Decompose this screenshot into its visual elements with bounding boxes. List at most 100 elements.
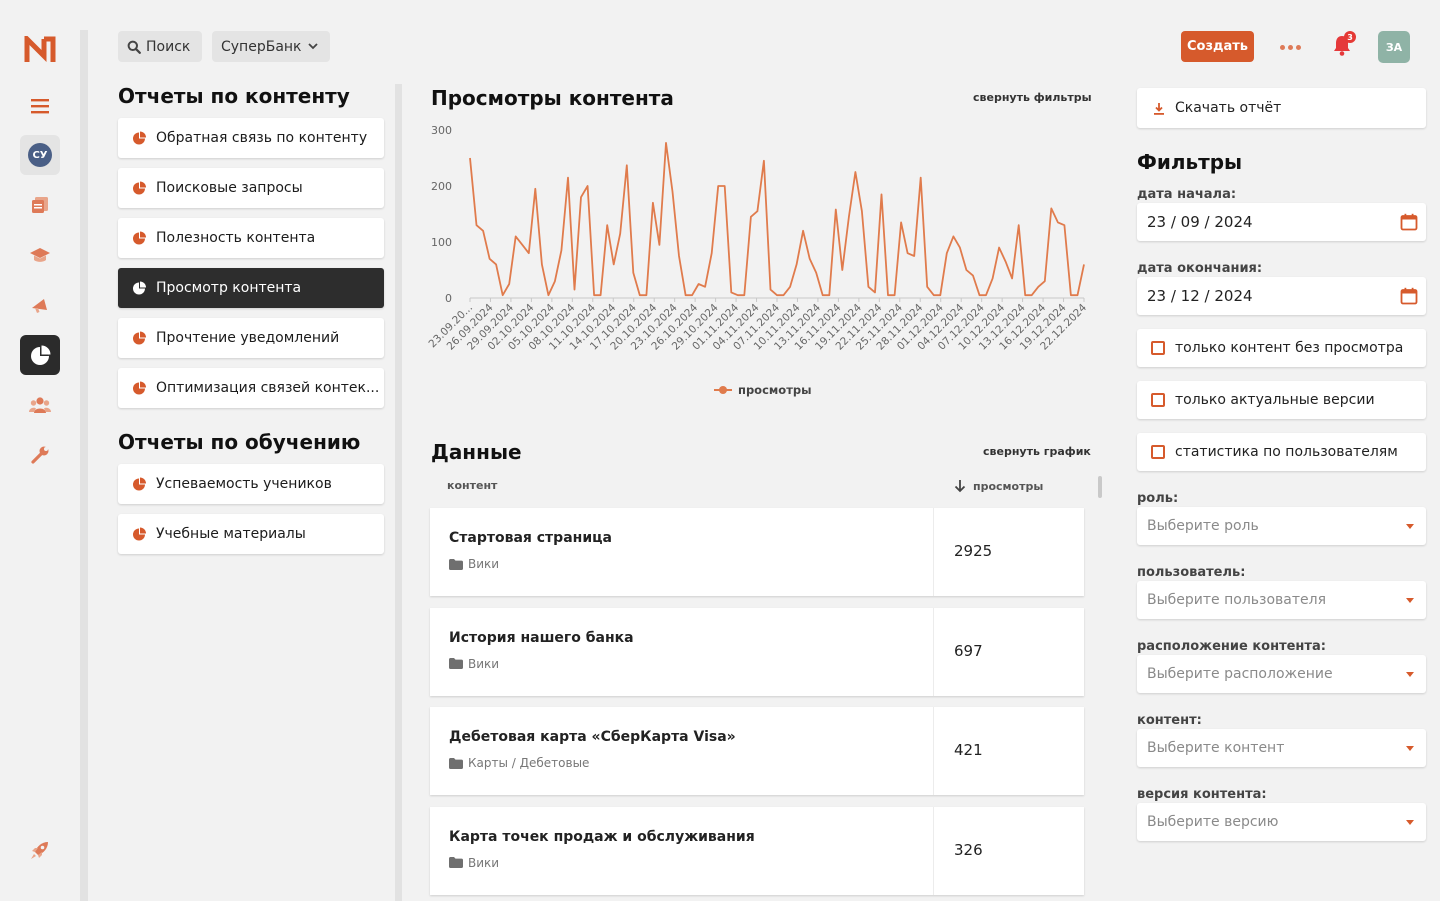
download-report-button[interactable]: Скачать отчёт [1137, 88, 1426, 128]
content-report-item[interactable]: Обратная связь по контенту [118, 118, 384, 158]
content-title[interactable]: Дебетовая карта «СберКарта Visa» [449, 729, 736, 745]
table-row[interactable]: Карта точек продаж и обслуживания Вики 326 [430, 806, 1084, 895]
calendar-icon[interactable] [1400, 213, 1418, 231]
role-label: роль: [1137, 491, 1179, 506]
search-label: Поиск [146, 38, 191, 55]
pie-chart-icon [133, 231, 146, 245]
content-location-label: Вики [468, 855, 500, 870]
megaphone-icon[interactable] [20, 285, 60, 325]
app-logo-icon[interactable] [24, 36, 56, 64]
content-location: Карты / Дебетовые [449, 756, 589, 770]
user-select[interactable]: Выберите пользователя [1137, 581, 1426, 619]
data-section-title: Данные [431, 440, 522, 464]
start-date-input[interactable]: 23 / 09 / 2024 [1137, 203, 1426, 241]
content-title[interactable]: Карта точек продаж и обслуживания [449, 828, 755, 845]
chevron-down-icon [307, 43, 318, 50]
table-row[interactable]: История нашего банка Вики 697 [430, 607, 1084, 696]
table-row[interactable]: Дебетовая карта «СберКарта Visa» Карты / … [430, 707, 1084, 795]
pie-chart-icon [133, 181, 146, 195]
report-item-label: Полезность контента [156, 230, 316, 246]
filter-user-statistics[interactable]: статистика по пользователям [1137, 433, 1426, 471]
search-button[interactable]: Поиск [118, 31, 202, 62]
role-select[interactable]: Выберите роль [1137, 507, 1426, 545]
content-report-item[interactable]: Оптимизация связей контек... [118, 368, 384, 408]
table-row[interactable]: Стартовая страница Вики 2925 [430, 508, 1084, 596]
filter-no-views-only[interactable]: только контент без просмотра [1137, 329, 1426, 367]
version-placeholder: Выберите версию [1147, 814, 1279, 830]
workspace-switcher[interactable]: СУ [20, 135, 60, 175]
download-label: Скачать отчёт [1175, 100, 1282, 116]
learning-reports-heading: Отчеты по обучению [118, 430, 361, 454]
filter-actual-versions-only[interactable]: только актуальные версии [1137, 381, 1426, 419]
column-header-content-label: контент [447, 479, 498, 492]
chart-title: Просмотры контента [431, 86, 674, 110]
content-select[interactable]: Выберите контент [1137, 729, 1426, 767]
report-item-label: Просмотр контента [156, 280, 302, 296]
user-placeholder: Выберите пользователя [1147, 592, 1327, 608]
learning-report-item[interactable]: Учебные материалы [118, 514, 384, 554]
cell-divider [933, 806, 934, 895]
caret-down-icon [1406, 523, 1414, 529]
collapse-chart-link[interactable]: свернуть график [983, 445, 1091, 458]
pie-chart-icon [133, 281, 146, 295]
content-label: контент: [1137, 713, 1202, 728]
content-report-item[interactable]: Поисковые запросы [118, 168, 384, 208]
learning-report-item[interactable]: Успеваемость учеников [118, 464, 384, 504]
documents-icon[interactable] [20, 185, 60, 225]
content-location-label: Карты / Дебетовые [468, 756, 590, 770]
content-report-item[interactable]: Полезность контента [118, 218, 384, 258]
report-item-label: Оптимизация связей контек... [156, 380, 380, 396]
checkbox-label: только актуальные версии [1175, 392, 1375, 408]
sort-arrow-down-icon [954, 480, 966, 493]
collapse-filters-link[interactable]: свернуть фильтры [973, 91, 1092, 104]
location-placeholder: Выберите расположение [1147, 666, 1333, 682]
pie-chart-icon [133, 381, 146, 395]
views-count: 697 [954, 641, 983, 660]
create-button[interactable]: Создать [1181, 31, 1254, 62]
report-item-label: Учебные материалы [156, 526, 306, 542]
column-header-content[interactable]: контент [447, 479, 497, 492]
nav-rail: СУ [0, 0, 80, 901]
user-avatar[interactable]: ЗА [1378, 31, 1410, 63]
location-select[interactable]: Выберите расположение [1137, 655, 1426, 693]
content-location: Вики [449, 557, 499, 571]
start-date-value: 23 / 09 / 2024 [1147, 213, 1253, 231]
y-tick-label: 200 [431, 180, 452, 193]
more-options-icon[interactable] [1276, 36, 1304, 58]
checkbox[interactable] [1151, 393, 1165, 407]
organization-select[interactable]: СуперБанк [212, 31, 330, 62]
content-report-item[interactable]: Просмотр контента [118, 268, 384, 308]
checkbox[interactable] [1151, 445, 1165, 459]
column-header-views-label: просмотры [973, 479, 1044, 493]
caret-down-icon [1406, 819, 1414, 825]
content-title[interactable]: Стартовая страница [449, 530, 612, 546]
pie-chart-icon [133, 331, 146, 345]
menu-icon[interactable] [20, 86, 60, 126]
folder-icon [449, 757, 463, 769]
calendar-icon[interactable] [1400, 287, 1418, 305]
checkbox[interactable] [1151, 341, 1165, 355]
graduation-cap-icon[interactable] [20, 235, 60, 275]
version-label: версия контента: [1137, 787, 1267, 802]
download-icon [1154, 102, 1164, 115]
reports-pie-icon[interactable] [20, 335, 60, 375]
report-item-label: Поисковые запросы [156, 180, 303, 196]
content-title[interactable]: История нашего банка [449, 629, 634, 646]
notifications-badge: 3 [1344, 31, 1356, 43]
y-tick-label: 300 [431, 124, 452, 137]
users-group-icon[interactable] [20, 385, 60, 425]
location-label: расположение контента: [1137, 639, 1326, 654]
version-select[interactable]: Выберите версию [1137, 803, 1426, 841]
cell-divider [933, 707, 934, 795]
wrench-icon[interactable] [20, 435, 60, 475]
end-date-input[interactable]: 23 / 12 / 2024 [1137, 277, 1426, 315]
rocket-icon[interactable] [20, 830, 60, 870]
caret-down-icon [1406, 745, 1414, 751]
y-tick-label: 0 [445, 292, 452, 305]
notifications-bell-icon[interactable]: 3 [1330, 31, 1356, 59]
column-header-views[interactable]: просмотры [953, 479, 1043, 493]
table-scrollbar[interactable] [1098, 476, 1102, 498]
views-count: 421 [954, 741, 983, 759]
end-date-value: 23 / 12 / 2024 [1147, 287, 1253, 305]
content-report-item[interactable]: Прочтение уведомлений [118, 318, 384, 358]
